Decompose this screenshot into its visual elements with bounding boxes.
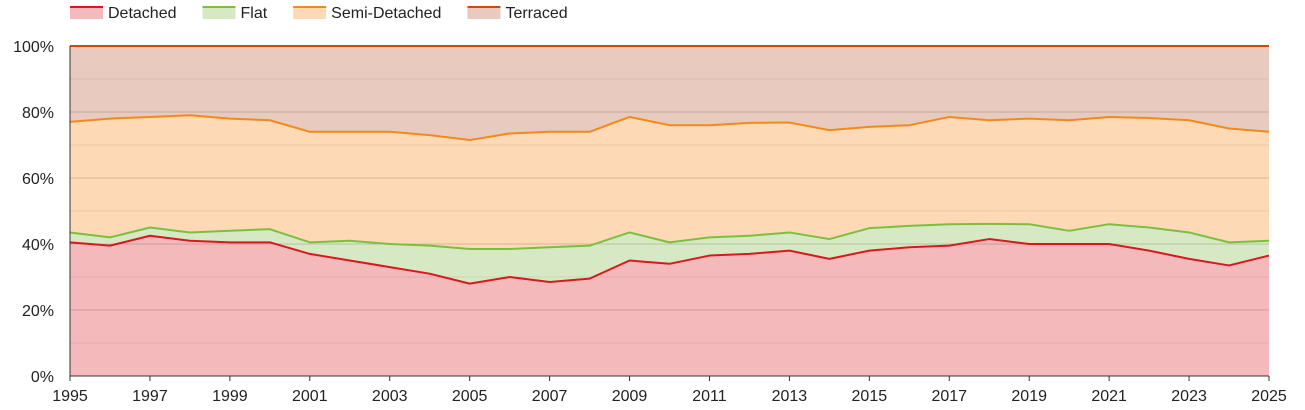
x-tick-label: 2017 <box>931 388 967 405</box>
x-tick-label: 2025 <box>1251 388 1287 405</box>
x-tick-label: 2013 <box>772 388 808 405</box>
y-tick-label: 40% <box>22 237 54 254</box>
legend-item-detached: Detached <box>70 5 177 22</box>
legend-label: Flat <box>241 5 268 22</box>
legend: Detached Flat Semi-Detached Terraced <box>70 5 568 22</box>
x-tick-label: 2003 <box>372 388 408 405</box>
legend-label: Terraced <box>505 5 567 22</box>
x-tick-label: 1995 <box>52 388 88 405</box>
area-flat <box>70 223 1269 284</box>
y-tick-label: 80% <box>22 105 54 122</box>
axes: 0% 20% 40% 60% 80% 100% 1995 1997 1999 2001 2003 20… <box>13 39 1287 405</box>
x-tick-label: 2007 <box>532 388 568 405</box>
legend-swatch <box>70 6 103 19</box>
area-semi-detached <box>70 115 1269 249</box>
area-detached <box>70 235 1269 376</box>
x-tick-label: 2005 <box>452 388 488 405</box>
legend-item-terraced: Terraced <box>467 5 568 22</box>
legend-item-semi-detached: Semi-Detached <box>293 5 441 22</box>
plot-areas <box>70 46 1269 376</box>
legend-swatch <box>202 6 236 19</box>
y-tick-label: 100% <box>13 39 54 56</box>
legend-label: Semi-Detached <box>331 5 441 22</box>
legend-label: Detached <box>108 5 177 22</box>
x-tick-label: 2009 <box>612 388 648 405</box>
x-tick-label: 2001 <box>292 388 328 405</box>
line-semi-detached <box>69 114 1270 142</box>
line-flat <box>69 222 1270 250</box>
series-lines <box>69 45 1270 285</box>
y-tick-label: 60% <box>22 171 54 188</box>
legend-swatch <box>467 6 501 19</box>
x-tick-label: 1997 <box>132 388 168 405</box>
y-tick-label: 0% <box>31 369 54 386</box>
area-terraced <box>70 46 1269 141</box>
x-tick-label: 2019 <box>1011 388 1047 405</box>
line-detached <box>69 234 1270 285</box>
x-tick-label: 2021 <box>1091 388 1127 405</box>
x-tick-label: 2011 <box>692 388 727 405</box>
legend-item-flat: Flat <box>202 5 268 22</box>
legend-swatch <box>293 6 327 19</box>
x-tick-label: 2023 <box>1171 388 1207 405</box>
x-tick-label: 1999 <box>212 388 248 405</box>
x-tick-label: 2015 <box>852 388 888 405</box>
y-tick-label: 20% <box>22 303 54 320</box>
